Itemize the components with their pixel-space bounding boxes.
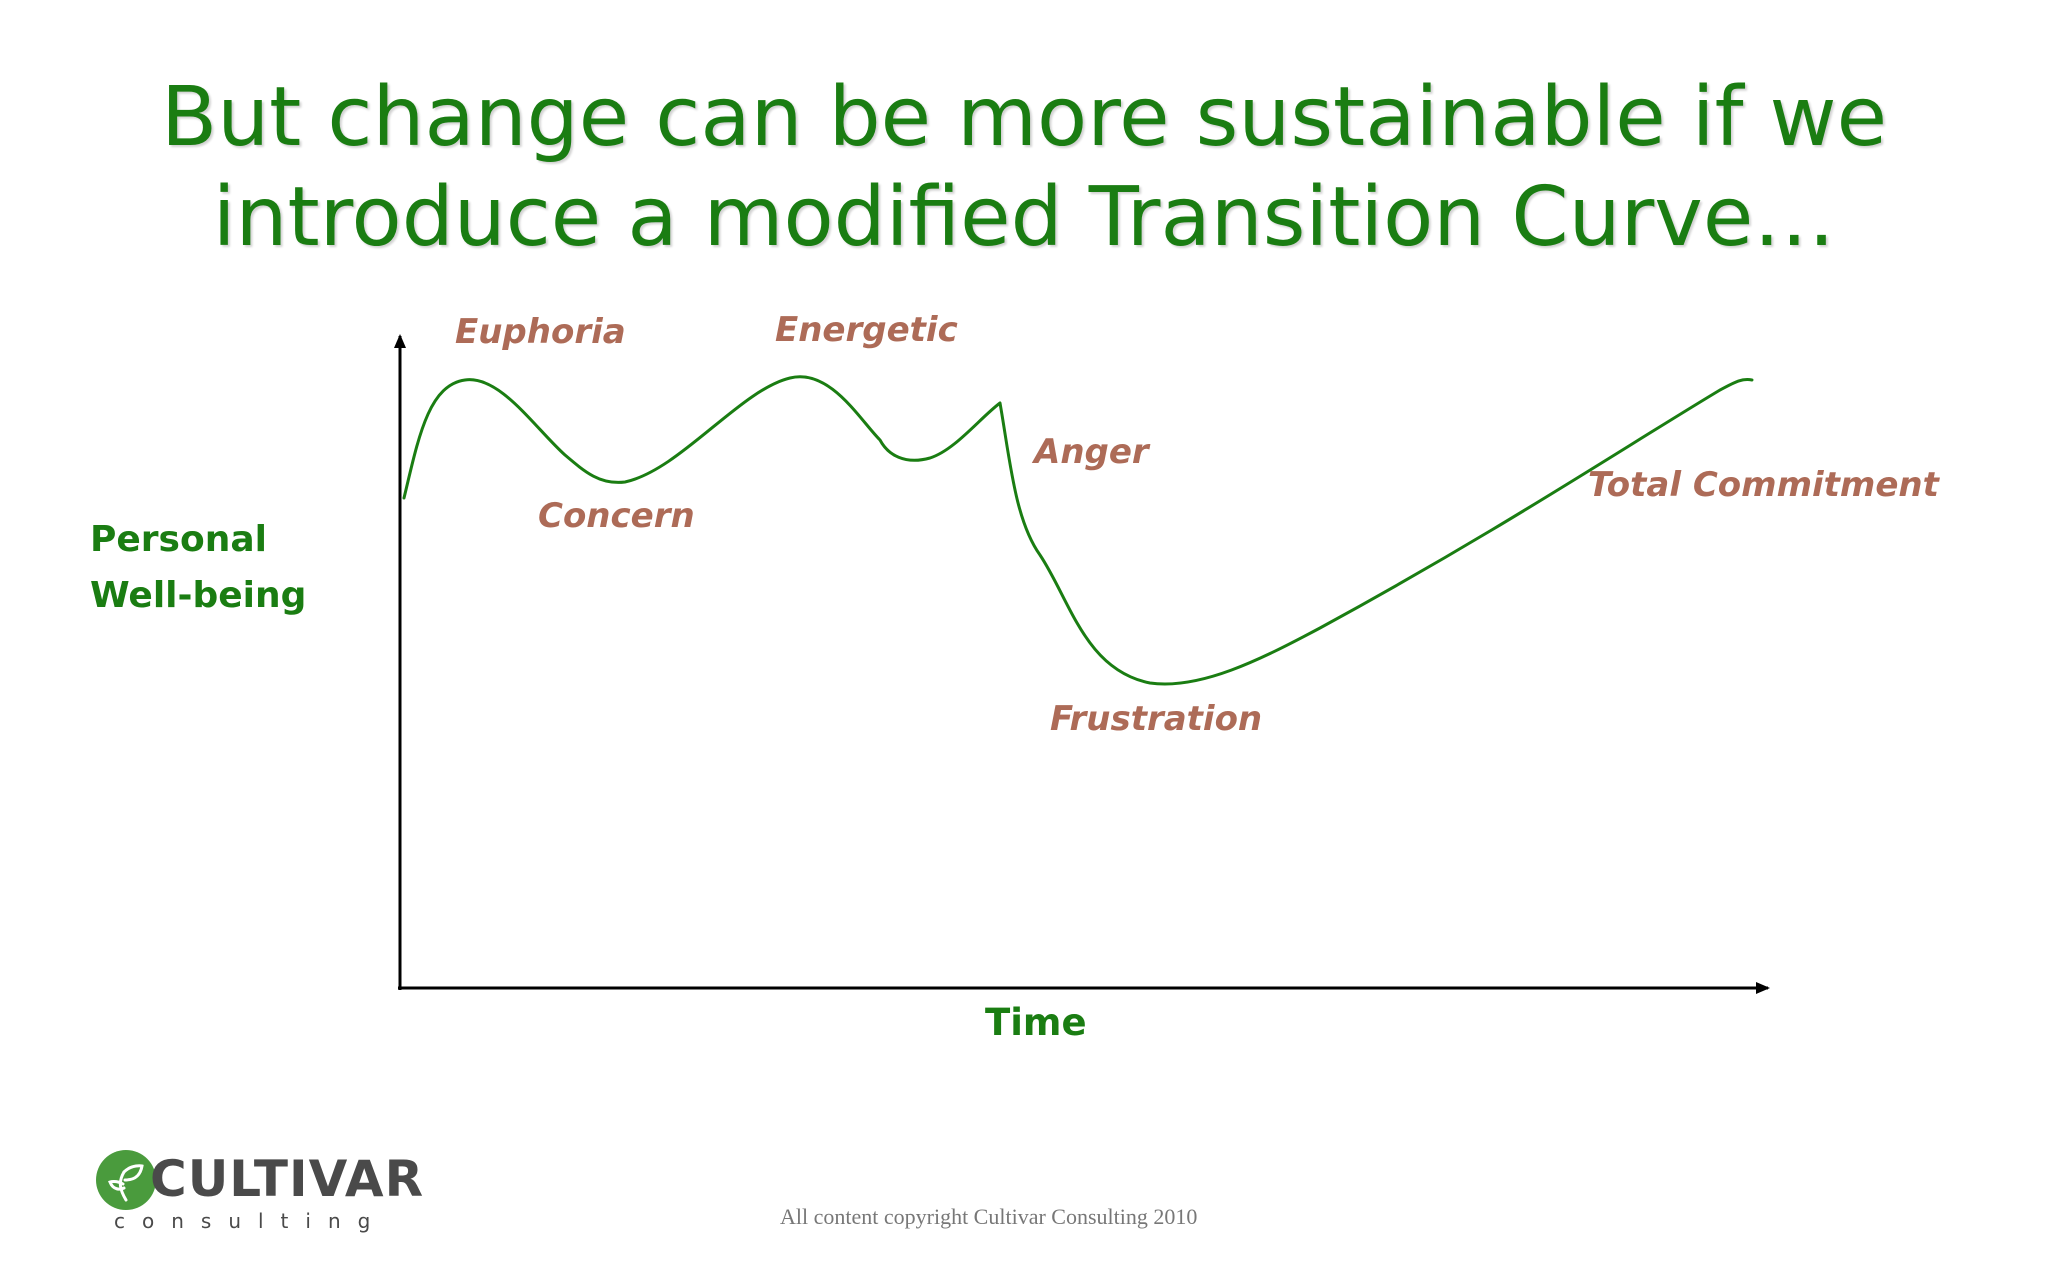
logo-circle	[96, 1150, 156, 1210]
y-axis-label-line2: Well-being	[90, 575, 307, 616]
x-axis-label: Time	[985, 1001, 1087, 1044]
stage-label-frustration: Frustration	[1050, 699, 1263, 739]
cultivar-logo: CULTIVAR consulting	[96, 1148, 423, 1236]
leaf-icon	[108, 1164, 144, 1202]
slide-title-line1: But change can be more sustainable if we	[160, 70, 1888, 165]
stage-label-energetic: Energetic	[775, 310, 958, 350]
stage-label-euphoria: Euphoria	[455, 312, 626, 352]
slide-title-line2: introduce a modified Transition Curve…	[212, 170, 1836, 265]
transition-curve	[402, 375, 1754, 686]
stage-label-concern: Concern	[538, 496, 695, 536]
stage-label-anger: Anger	[1034, 432, 1149, 472]
logo-subtitle: consulting	[114, 1209, 388, 1233]
copyright-notice: All content copyright Cultivar Consultin…	[780, 1204, 1198, 1229]
logo-name: CULTIVAR	[150, 1150, 425, 1208]
y-axis-label-line1: Personal	[90, 519, 267, 560]
stage-label-total-commitment: Total Commitment	[1588, 465, 1939, 505]
y-axis-label: Personal Well-being	[90, 512, 306, 624]
